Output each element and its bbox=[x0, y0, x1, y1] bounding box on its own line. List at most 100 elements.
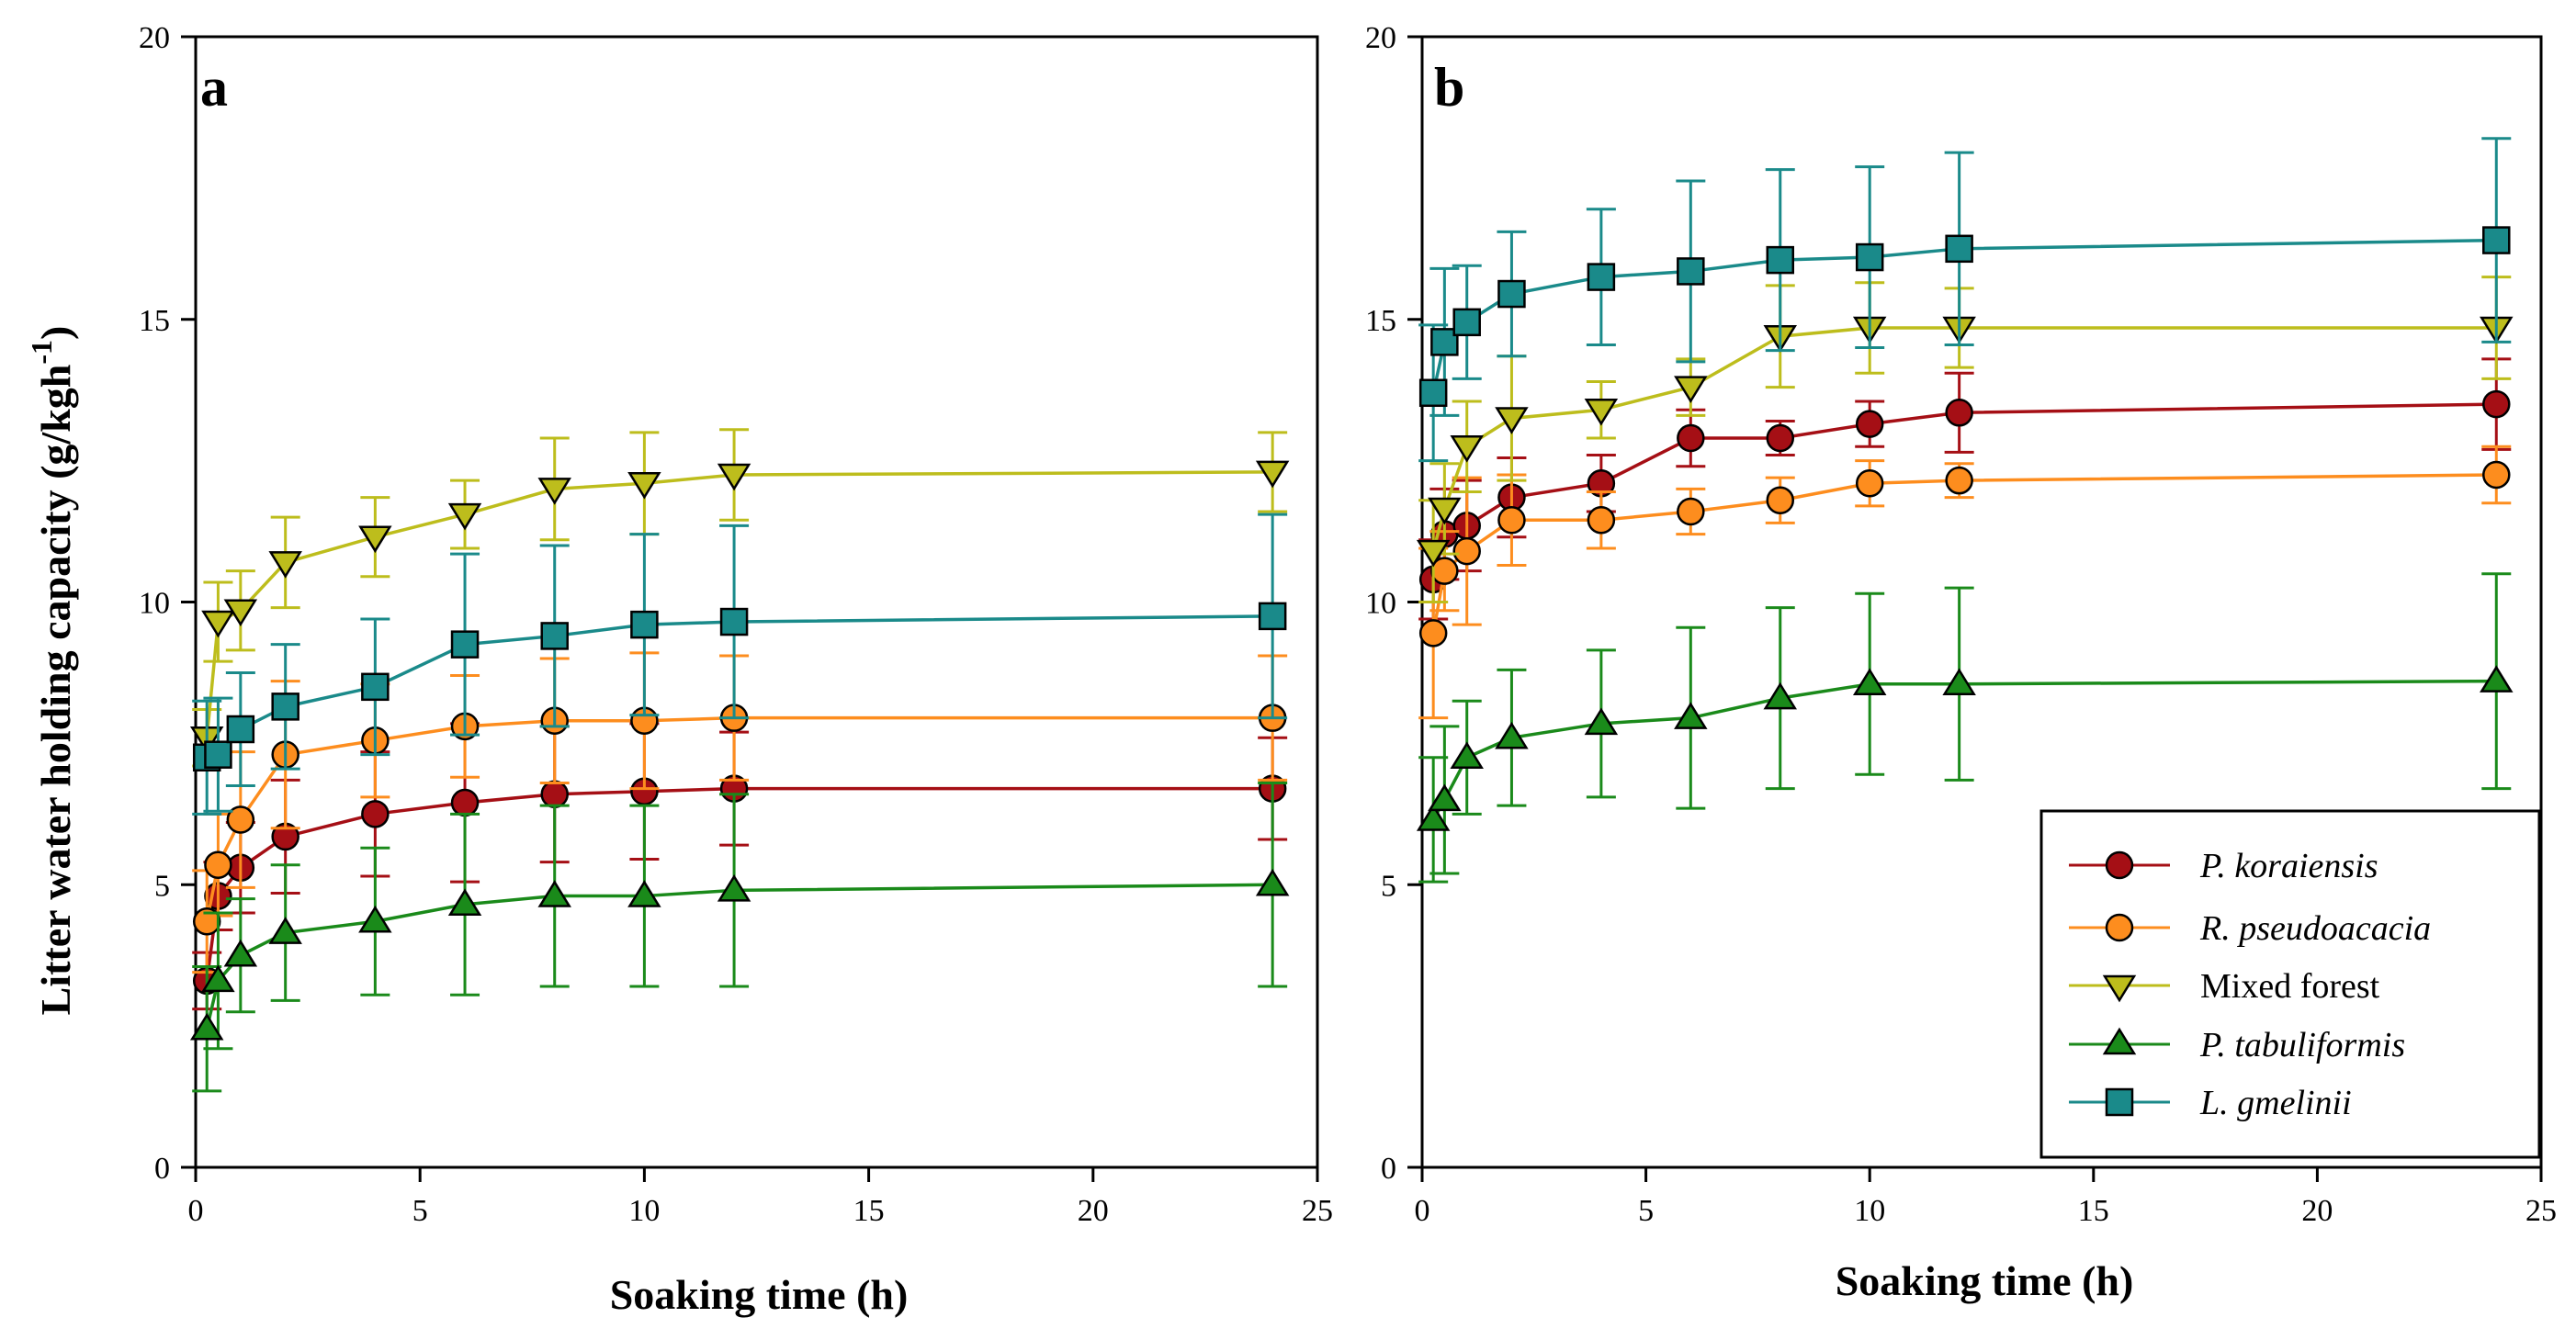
data-point bbox=[358, 905, 392, 933]
series-line bbox=[1431, 326, 2497, 552]
data-point bbox=[1584, 707, 1619, 736]
legend-label: P. tabuliformis bbox=[2199, 1026, 2405, 1064]
data-point bbox=[1495, 721, 1529, 749]
y-tick-label: 20 bbox=[139, 21, 170, 55]
data-point bbox=[1495, 407, 1529, 434]
y-tick-label: 5 bbox=[1381, 869, 1396, 903]
data-point bbox=[201, 610, 235, 638]
data-point bbox=[1418, 619, 1448, 647]
data-point bbox=[1418, 378, 1448, 408]
data-point bbox=[204, 740, 232, 769]
series-mixed-forest bbox=[1416, 276, 2514, 603]
series-p-tabuliformis bbox=[189, 781, 1290, 1093]
data-point bbox=[2482, 226, 2511, 254]
data-point bbox=[361, 672, 390, 702]
x-tick-label: 25 bbox=[1302, 1194, 1333, 1228]
data-point bbox=[1428, 497, 1462, 525]
data-point bbox=[1428, 783, 1462, 812]
y-axis-title: Litter water holding capacity (g/kgh-1) bbox=[25, 326, 79, 1016]
data-point bbox=[540, 780, 569, 809]
x-tick-label: 15 bbox=[2078, 1194, 2109, 1228]
panel-b: 0 5 10 15 20 25 0 5 10 15 20 bbox=[1365, 21, 2557, 1228]
data-point bbox=[223, 939, 258, 967]
legend-label: R. pseudoacacia bbox=[2199, 909, 2431, 948]
series-line bbox=[1431, 473, 2497, 634]
data-point bbox=[1855, 410, 1884, 438]
y-tick-label: 20 bbox=[1365, 21, 1396, 55]
data-point bbox=[1855, 242, 1884, 272]
x-axis-title-a: Soaking time (h) bbox=[610, 1271, 909, 1318]
data-point bbox=[1766, 486, 1795, 514]
data-point bbox=[1855, 468, 1884, 498]
data-point bbox=[1763, 681, 1797, 710]
x-axis-title-b: Soaking time (h) bbox=[1836, 1257, 2134, 1304]
legend-entry: P. koraiensis bbox=[2069, 847, 2378, 885]
series-l-gmelinii bbox=[1418, 137, 2512, 463]
data-point bbox=[204, 850, 232, 879]
legend-marker-triangle-down bbox=[2102, 974, 2137, 1003]
data-point bbox=[1587, 506, 1616, 535]
data-point bbox=[1258, 602, 1287, 631]
series-line bbox=[205, 715, 1273, 922]
data-point bbox=[717, 874, 751, 902]
legend-label: Mixed forest bbox=[2200, 967, 2380, 1006]
data-point bbox=[450, 788, 480, 817]
y-tick-label: 15 bbox=[139, 304, 170, 338]
data-point bbox=[1677, 423, 1705, 453]
data-point bbox=[447, 502, 482, 531]
data-point bbox=[226, 715, 255, 744]
x-tick-label: 5 bbox=[412, 1194, 428, 1228]
data-point bbox=[1677, 497, 1705, 526]
legend-label: L. gmelinii bbox=[2199, 1084, 2352, 1122]
data-point bbox=[537, 880, 571, 907]
legend-marker-triangle-up bbox=[2102, 1027, 2137, 1055]
data-point bbox=[1942, 668, 1976, 695]
data-point bbox=[2482, 389, 2511, 419]
x-tick-label: 5 bbox=[1638, 1194, 1654, 1228]
series-p-tabuliformis bbox=[1416, 572, 2514, 884]
data-point bbox=[223, 599, 258, 627]
data-point bbox=[1430, 557, 1459, 585]
legend-entry: L. gmelinii bbox=[2069, 1084, 2352, 1122]
data-point bbox=[271, 693, 299, 721]
legend-marker-circle bbox=[2105, 850, 2134, 880]
y-axis-title-close: ) bbox=[32, 326, 79, 340]
data-point bbox=[1674, 376, 1708, 403]
data-point bbox=[361, 800, 390, 828]
panel-label-b: b bbox=[1434, 57, 1464, 118]
y-tick-label: 5 bbox=[154, 869, 170, 903]
data-point bbox=[1766, 423, 1795, 453]
data-point bbox=[189, 1012, 224, 1041]
data-point bbox=[627, 471, 661, 500]
data-point bbox=[717, 463, 751, 491]
data-point bbox=[1677, 257, 1705, 286]
series-line bbox=[205, 786, 1273, 982]
plot-frame bbox=[194, 35, 1319, 1169]
data-point bbox=[630, 610, 659, 639]
data-point bbox=[1497, 279, 1526, 309]
x-tick-label: 10 bbox=[628, 1194, 660, 1228]
x-tick-label: 0 bbox=[188, 1194, 204, 1228]
y-tick-label: 10 bbox=[1365, 587, 1396, 621]
legend-entry: P. tabuliformis bbox=[2069, 1026, 2405, 1064]
x-tick-label: 15 bbox=[853, 1194, 885, 1228]
x-tick-label: 20 bbox=[2301, 1194, 2333, 1228]
data-point bbox=[1452, 308, 1481, 337]
legend-label: P. koraiensis bbox=[2199, 847, 2378, 885]
x-tick-label: 10 bbox=[1854, 1194, 1885, 1228]
data-point bbox=[1255, 868, 1290, 896]
panel-a: 0 5 10 15 20 25 0 5 10 15 20 bbox=[139, 21, 1333, 1228]
data-point bbox=[1852, 668, 1887, 695]
data-point bbox=[1766, 245, 1795, 275]
data-point bbox=[268, 551, 302, 579]
legend: P. koraiensis R. pseudoacacia Mixed fore… bbox=[2039, 809, 2541, 1159]
data-point bbox=[1497, 506, 1526, 535]
x-tick-label: 0 bbox=[1415, 1194, 1430, 1228]
data-point bbox=[1452, 536, 1481, 566]
series-l-gmelinii bbox=[192, 512, 1288, 816]
y-axis-title-main: Litter water holding capacity (g/kgh bbox=[32, 365, 79, 1016]
data-point bbox=[627, 880, 661, 907]
series-line bbox=[205, 883, 1273, 1030]
series-r-pseudoacacia bbox=[1418, 445, 2512, 720]
